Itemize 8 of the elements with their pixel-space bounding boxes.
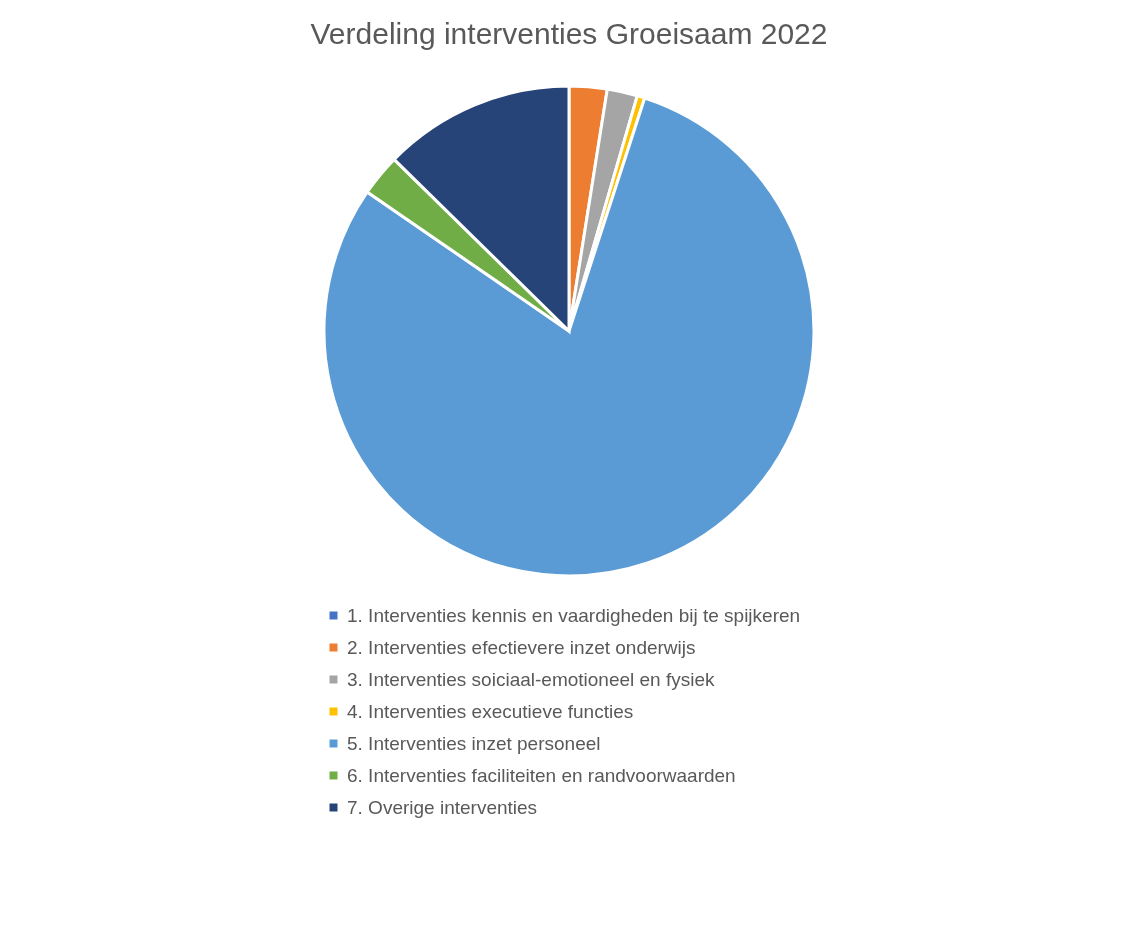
legend-label: 2. Interventies efectievere inzet onderwijs — [347, 636, 696, 658]
legend-label: 4. Interventies executieve functies — [347, 700, 634, 722]
chart-title: Verdeling interventies Groeisaam 2022 — [310, 17, 828, 50]
legend-label: 7. Overige interventies — [347, 796, 538, 818]
legend-label: 3. Interventies soiciaal-emotioneel en fysiek — [347, 668, 716, 690]
legend-label: 1. Interventies kennis en vaardigheden bij te spijkeren — [347, 604, 801, 626]
legend-label: 5. Interventies inzet personeel — [347, 732, 601, 754]
legend-label: 6. Interventies faciliteiten en randvoorwaarden — [347, 764, 736, 786]
